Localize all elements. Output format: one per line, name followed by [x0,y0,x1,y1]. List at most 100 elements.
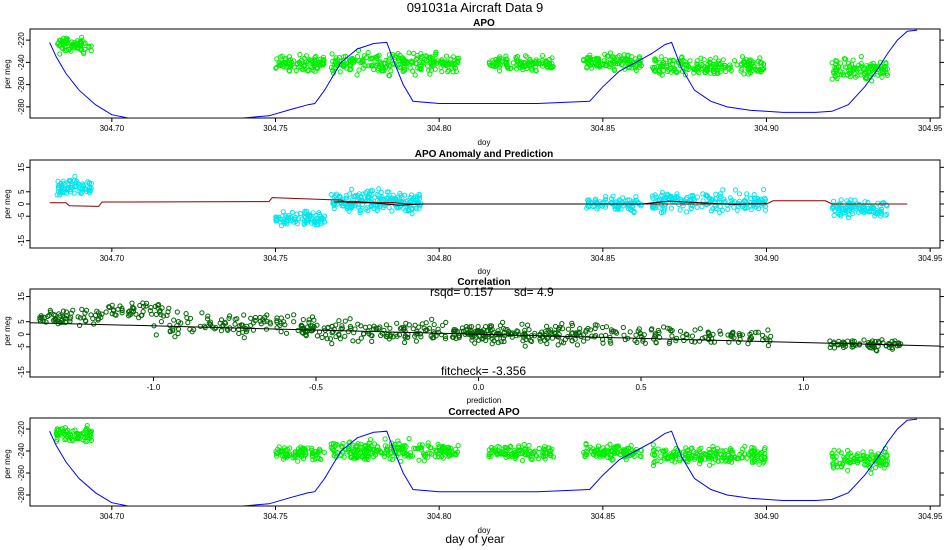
data-point [55,178,61,184]
data-point [421,458,427,464]
data-point [707,462,713,468]
y-tick-label: -5 [17,212,26,220]
data-point [167,329,173,335]
y-tick-label: -15 [17,366,26,378]
data-point [742,62,748,68]
y-tick-label: -240 [17,442,26,459]
data-point [369,188,375,194]
data-point [273,65,279,71]
data-point [171,317,177,323]
data-point [522,452,529,458]
data-point [388,68,394,74]
data-point [497,68,503,74]
data-point [435,453,441,459]
data-point [437,59,443,65]
data-point [839,464,845,470]
data-point [294,60,300,67]
data-point [78,191,84,197]
data-point [282,220,288,226]
data-point [336,193,343,199]
data-point [374,207,380,213]
data-point [510,60,516,66]
data-point [707,56,713,63]
data-point [684,209,690,215]
data-point [544,323,550,329]
data-point [673,68,679,75]
data-point [347,316,353,322]
data-point [164,312,170,318]
data-point [708,70,714,76]
data-point [52,312,58,318]
data-point [432,454,438,460]
data-point [469,334,475,340]
data-point [539,53,546,59]
data-point [747,331,753,337]
x-tick-label: 0.0 [473,383,485,392]
data-point [588,448,595,454]
data-point [627,329,633,335]
data-point [147,308,153,314]
data-point [426,325,433,331]
data-point [523,336,529,342]
data-point [377,448,383,455]
data-point [516,445,522,451]
data-point [633,194,639,200]
data-point [884,452,890,458]
data-point [697,326,703,332]
data-point [688,205,695,211]
data-point [347,323,353,330]
data-point [548,327,554,333]
data-point [363,446,369,452]
data-point [521,442,527,448]
data-point [79,306,85,312]
x-tick-label: 304.90 [754,512,779,521]
data-point [864,342,871,348]
data-point [653,340,659,346]
data-point [717,62,724,68]
data-point [758,69,764,75]
data-point [71,190,77,196]
data-point [884,462,890,468]
plot-area [49,418,918,506]
data-point [697,458,703,464]
data-point [283,330,290,336]
data-point [536,445,542,452]
data-point [80,437,86,443]
data-point [430,60,436,66]
data-point [841,344,847,350]
data-point [549,55,555,61]
data-point [659,190,666,196]
data-point [595,59,602,65]
data-point [386,58,392,64]
data-point [677,207,683,213]
series-line [334,200,767,206]
data-point [356,453,362,459]
data-point [662,455,668,461]
data-point [754,453,761,459]
y-tick-label: -220 [17,420,26,437]
data-point [75,433,81,439]
data-point [365,188,371,194]
data-point [677,458,683,464]
data-point [500,319,506,325]
data-point [688,446,694,452]
data-point [72,174,78,180]
data-point [472,340,478,346]
data-point [649,326,655,332]
data-point [595,446,601,452]
data-point [442,61,448,68]
data-point [454,56,460,62]
data-point [298,322,304,328]
data-point [80,181,86,187]
data-point [732,187,739,193]
data-point [435,326,441,332]
data-point [612,444,618,450]
data-point [282,322,288,328]
data-point [82,317,89,324]
data-point [304,328,310,334]
data-point [527,56,533,63]
data-point [424,327,430,333]
data-point [569,322,576,329]
data-point [866,68,872,74]
data-point [683,66,689,72]
